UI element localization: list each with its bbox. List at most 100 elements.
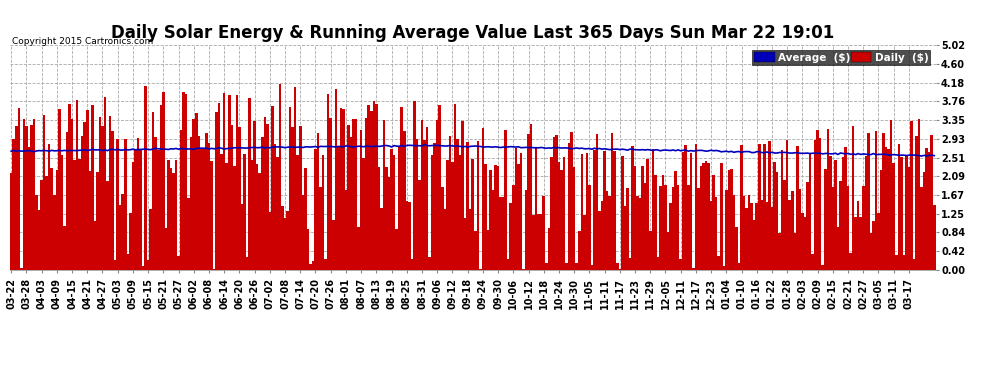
Bar: [335, 89, 337, 270]
Bar: [36, 195, 38, 270]
Bar: [253, 122, 255, 270]
Bar: [119, 205, 122, 270]
Bar: [177, 256, 180, 270]
Text: Copyright 2015 Cartronics.com: Copyright 2015 Cartronics.com: [12, 38, 153, 46]
Bar: [48, 144, 50, 270]
Bar: [223, 93, 226, 270]
Bar: [903, 255, 905, 270]
Bar: [718, 256, 720, 270]
Bar: [738, 263, 741, 270]
Bar: [99, 117, 101, 270]
Bar: [385, 167, 388, 270]
Bar: [829, 156, 832, 270]
Bar: [337, 146, 340, 270]
Bar: [753, 220, 755, 270]
Bar: [578, 231, 580, 270]
Bar: [695, 144, 697, 270]
Bar: [517, 164, 520, 270]
Bar: [140, 150, 142, 270]
Bar: [132, 162, 135, 270]
Bar: [649, 231, 651, 270]
Bar: [809, 153, 811, 270]
Bar: [621, 156, 624, 270]
Bar: [370, 111, 372, 270]
Bar: [307, 229, 309, 270]
Bar: [296, 155, 299, 270]
Bar: [317, 133, 320, 270]
Bar: [562, 157, 565, 270]
Bar: [388, 177, 390, 270]
Bar: [489, 170, 492, 270]
Bar: [755, 203, 758, 270]
Bar: [905, 156, 908, 270]
Bar: [451, 162, 453, 270]
Bar: [629, 258, 632, 270]
Bar: [859, 217, 862, 270]
Bar: [644, 183, 646, 270]
Bar: [151, 112, 154, 270]
Bar: [862, 186, 864, 270]
Bar: [289, 107, 291, 270]
Bar: [299, 126, 302, 270]
Bar: [33, 119, 36, 270]
Bar: [494, 165, 497, 270]
Bar: [86, 110, 88, 270]
Bar: [916, 136, 918, 270]
Bar: [908, 167, 910, 270]
Bar: [609, 196, 611, 270]
Bar: [731, 169, 733, 270]
Bar: [656, 257, 659, 270]
Bar: [606, 190, 609, 270]
Bar: [616, 263, 619, 270]
Bar: [20, 268, 23, 270]
Bar: [794, 233, 796, 270]
Bar: [10, 173, 13, 270]
Bar: [588, 184, 591, 270]
Bar: [822, 265, 824, 270]
Bar: [864, 156, 867, 270]
Bar: [241, 204, 244, 270]
Bar: [436, 120, 439, 270]
Bar: [540, 214, 543, 270]
Bar: [707, 163, 710, 270]
Bar: [872, 221, 875, 270]
Bar: [258, 173, 261, 270]
Bar: [228, 94, 231, 270]
Bar: [611, 133, 614, 270]
Bar: [213, 269, 215, 270]
Bar: [83, 123, 86, 270]
Bar: [632, 146, 634, 270]
Bar: [41, 180, 43, 270]
Bar: [776, 172, 778, 270]
Bar: [887, 149, 890, 270]
Bar: [60, 155, 63, 270]
Bar: [192, 119, 195, 270]
Bar: [205, 133, 208, 270]
Bar: [565, 263, 568, 270]
Bar: [291, 127, 294, 270]
Bar: [286, 211, 289, 270]
Bar: [591, 265, 593, 270]
Bar: [78, 159, 81, 270]
Bar: [424, 140, 426, 270]
Bar: [481, 128, 484, 270]
Bar: [824, 169, 827, 270]
Bar: [875, 131, 877, 270]
Bar: [806, 182, 809, 270]
Bar: [395, 229, 398, 270]
Bar: [560, 171, 562, 270]
Bar: [149, 209, 151, 270]
Bar: [705, 161, 707, 270]
Bar: [928, 152, 931, 270]
Bar: [162, 92, 164, 270]
Bar: [327, 94, 330, 270]
Bar: [666, 232, 669, 270]
Bar: [639, 198, 642, 270]
Bar: [827, 129, 829, 270]
Bar: [30, 124, 33, 270]
Bar: [314, 149, 317, 270]
Bar: [522, 269, 525, 270]
Bar: [573, 167, 575, 270]
Bar: [15, 126, 18, 270]
Bar: [167, 160, 169, 270]
